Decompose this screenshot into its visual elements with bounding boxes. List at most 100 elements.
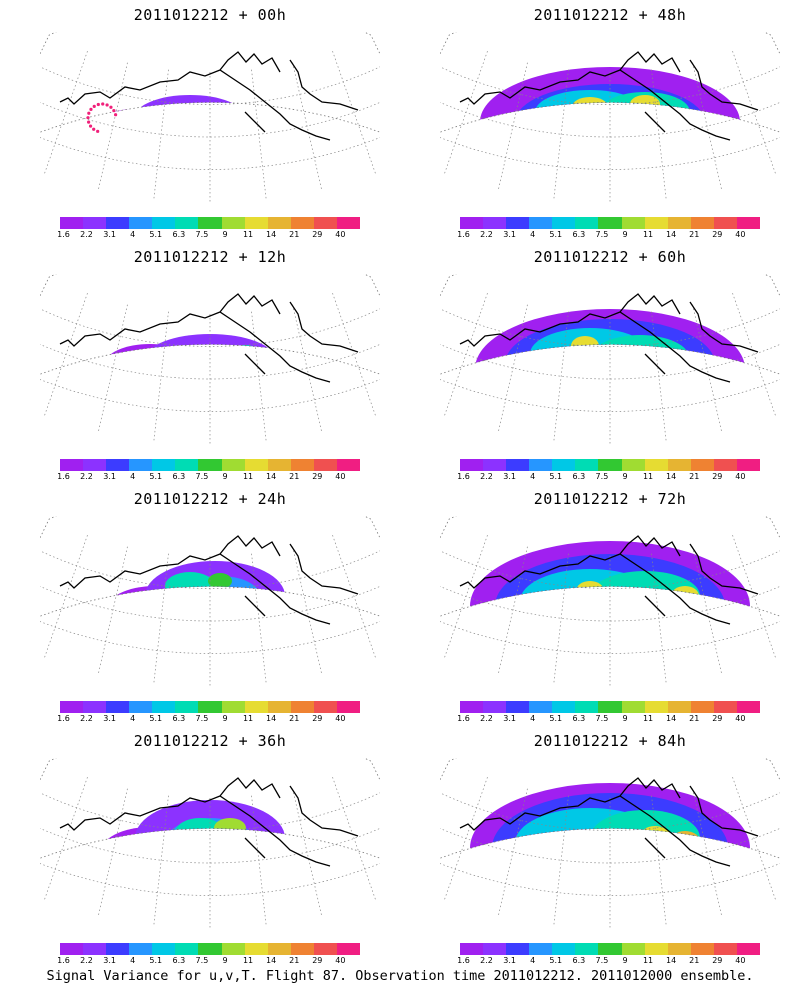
colorbar-cell bbox=[152, 217, 176, 229]
colorbar-tick-label: 3.1 bbox=[103, 714, 116, 723]
colorbar-tick-label: 29 bbox=[712, 956, 723, 965]
colorbar bbox=[60, 217, 361, 229]
colorbar-tick-label: 3.1 bbox=[503, 230, 516, 239]
colorbar-cell bbox=[244, 217, 268, 229]
colorbar-tick-label: 6.3 bbox=[572, 230, 586, 239]
colorbar-tick-label: 11 bbox=[242, 956, 254, 965]
colorbar-tick-label: 2.2 bbox=[80, 714, 93, 723]
colorbar-cell bbox=[598, 701, 622, 713]
colorbar-tick-label: 9 bbox=[222, 472, 228, 481]
colorbar-tick-label: 6.3 bbox=[572, 714, 586, 723]
panel-title: 2011012212 + 12h bbox=[133, 248, 287, 266]
colorbar-cell bbox=[644, 943, 668, 955]
colorbar-tick-label: 2.2 bbox=[480, 714, 493, 723]
forecast-map bbox=[440, 274, 780, 444]
variance-contour bbox=[530, 152, 610, 153]
colorbar-cell bbox=[667, 701, 691, 713]
colorbar-cell bbox=[506, 701, 530, 713]
colorbar-cell bbox=[267, 943, 291, 955]
colorbar-cell bbox=[460, 943, 484, 955]
panel-title: 2011012212 + 36h bbox=[133, 732, 287, 750]
colorbar-cell bbox=[267, 701, 291, 713]
colorbar-cell bbox=[175, 217, 199, 229]
colorbar-tick-label: 40 bbox=[735, 956, 746, 965]
panel-title: 2011012212 + 00h bbox=[133, 6, 287, 24]
variance-contour bbox=[208, 573, 232, 589]
coastline bbox=[59, 777, 359, 867]
colorbar-tick-label: 7.5 bbox=[595, 714, 609, 723]
variance-contour bbox=[562, 838, 598, 858]
colorbar-tick-label: 6.3 bbox=[172, 472, 186, 481]
colorbar-tick-label: 1.6 bbox=[457, 472, 470, 481]
colorbar-tick-label: 4 bbox=[530, 714, 536, 723]
colorbar-cell bbox=[221, 217, 245, 229]
colorbar-tick-label: 2.2 bbox=[80, 230, 93, 239]
colorbar-tick-label: 2.2 bbox=[480, 472, 493, 481]
panel-2: 2011012212 + 12h 1.6 2.2 3.1 4 5.1 6.3 7.5 9 11 14… bbox=[20, 242, 400, 482]
colorbar-cell bbox=[313, 459, 337, 471]
coastline bbox=[59, 535, 359, 625]
colorbar-cell bbox=[621, 459, 645, 471]
colorbar-cell bbox=[60, 459, 84, 471]
colorbar-labels: 1.6 2.2 3.1 4 5.1 6.3 7.5 9 11 14 21 29 40 bbox=[57, 472, 360, 482]
colorbar-tick-label: 40 bbox=[335, 714, 346, 723]
colorbar-cell bbox=[460, 217, 484, 229]
colorbar-tick-label: 29 bbox=[312, 230, 323, 239]
colorbar-cell bbox=[336, 701, 361, 713]
colorbar-cell bbox=[621, 943, 645, 955]
colorbar-cell bbox=[575, 943, 599, 955]
colorbar-tick-label: 40 bbox=[335, 472, 346, 481]
colorbar-tick-label: 9 bbox=[622, 714, 628, 723]
panel-0: 2011012212 + 00h 1.6 2.2 3.1 4 5.1 6.3 7.5 9 11 14… bbox=[20, 0, 400, 240]
colorbar-tick-label: 21 bbox=[689, 230, 700, 239]
colorbar-cell bbox=[529, 217, 553, 229]
variance-contour bbox=[205, 642, 265, 670]
colorbar-tick-label: 11 bbox=[242, 472, 254, 481]
colorbar-tick-label: 14 bbox=[666, 472, 677, 481]
colorbar-cell bbox=[152, 701, 176, 713]
colorbar-cell bbox=[667, 459, 691, 471]
colorbar-tick-label: 21 bbox=[689, 956, 700, 965]
variance-contour bbox=[635, 369, 675, 395]
colorbar-tick-label: 11 bbox=[642, 472, 654, 481]
colorbar-tick-label: 9 bbox=[622, 230, 628, 239]
colorbar-cell bbox=[690, 217, 714, 229]
colorbar-cell bbox=[736, 217, 761, 229]
colorbar-cell bbox=[713, 943, 737, 955]
variance-contour bbox=[535, 384, 605, 395]
colorbar-cell bbox=[198, 217, 222, 229]
colorbar-tick-label: 9 bbox=[622, 956, 628, 965]
variance-contour bbox=[95, 109, 175, 145]
colorbar-tick-label: 29 bbox=[312, 714, 323, 723]
colorbar-tick-label: 1.6 bbox=[57, 472, 70, 481]
colorbar-cell bbox=[621, 217, 645, 229]
variance-contour bbox=[100, 827, 200, 879]
colorbar-cell bbox=[336, 459, 361, 471]
colorbar-cell bbox=[598, 943, 622, 955]
colorbar-cell bbox=[313, 701, 337, 713]
colorbar-tick-label: 2.2 bbox=[480, 956, 493, 965]
colorbar-cell bbox=[106, 943, 130, 955]
graticule bbox=[40, 51, 380, 202]
colorbar bbox=[60, 701, 361, 713]
colorbar-tick-label: 40 bbox=[735, 472, 746, 481]
colorbar-labels: 1.6 2.2 3.1 4 5.1 6.3 7.5 9 11 14 21 29 40 bbox=[57, 714, 360, 724]
forecast-map bbox=[40, 274, 380, 444]
colorbar-cell bbox=[83, 701, 107, 713]
variance-contour bbox=[585, 621, 655, 637]
variance-contour bbox=[530, 132, 590, 153]
coastline bbox=[459, 535, 759, 625]
colorbar-tick-label: 2.2 bbox=[80, 956, 93, 965]
variance-contour bbox=[576, 581, 604, 601]
colorbar-cell bbox=[552, 943, 576, 955]
colorbar-cell bbox=[106, 459, 130, 471]
variance-contour bbox=[200, 898, 230, 918]
colorbar-cell bbox=[83, 943, 107, 955]
colorbar-tick-label: 9 bbox=[222, 230, 228, 239]
variance-contour bbox=[215, 177, 235, 187]
colorbar-cell bbox=[129, 701, 153, 713]
colorbar-tick-label: 5.1 bbox=[549, 472, 563, 481]
colorbar-tick-label: 5.1 bbox=[149, 230, 163, 239]
colorbar-tick-label: 21 bbox=[689, 472, 700, 481]
colorbar bbox=[460, 459, 761, 471]
